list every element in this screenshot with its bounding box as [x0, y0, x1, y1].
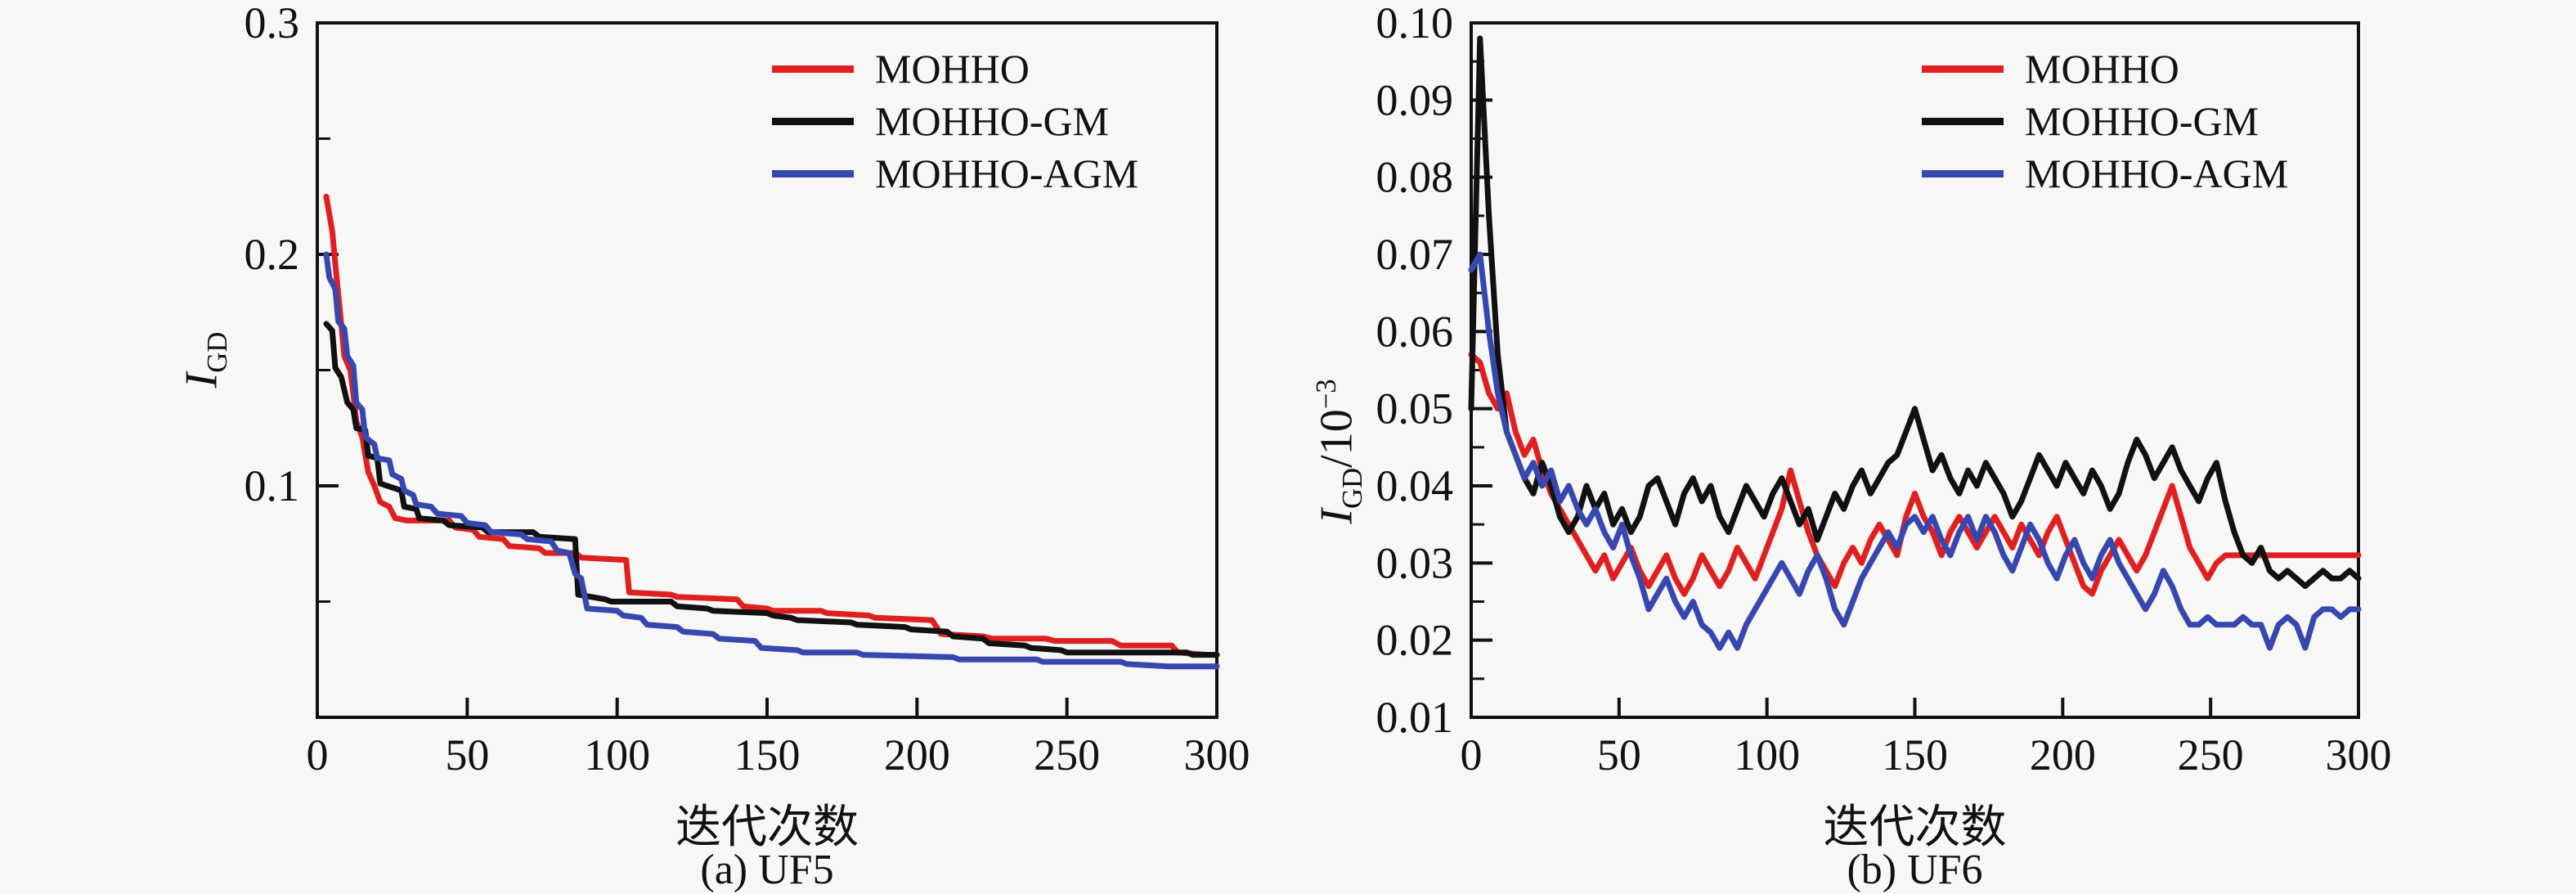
series-line-mohho — [1468, 352, 2362, 597]
series-line-mohho — [323, 193, 1220, 658]
y-tick-label: 0.03 — [1376, 538, 1454, 587]
legend-label: MOHHO-AGM — [2025, 150, 2289, 196]
legend-label: MOHHO-GM — [2025, 98, 2260, 144]
legend-item-mohho: MOHHO — [1922, 43, 2288, 95]
y-tick-label: 0.01 — [1376, 693, 1454, 742]
legend-label: MOHHO-GM — [875, 98, 1110, 144]
y-tick-label: 0.04 — [1376, 461, 1454, 510]
ylabel-subscript: GD — [200, 331, 233, 373]
y-axis-label-uf5: IGD — [175, 332, 234, 389]
x-tick-label: 0 — [1461, 730, 1483, 779]
legend-line-swatch-blue — [772, 169, 854, 177]
y-tick-label: 0.10 — [1376, 0, 1454, 47]
x-tick-label: 150 — [734, 730, 801, 779]
x-tick-label: 250 — [1034, 730, 1100, 779]
legend-line-swatch-black — [772, 117, 854, 125]
x-tick-label: 100 — [1734, 730, 1800, 779]
ylabel-symbol: I — [1311, 509, 1362, 524]
x-tick-label: 300 — [2326, 730, 2392, 779]
y-axis-label-uf6: IGD/10−3 — [1310, 379, 1369, 523]
legend-item-mohho-gm: MOHHO-GM — [1922, 95, 2288, 147]
series-line-mohho-agm — [1468, 251, 2362, 651]
ylabel-symbol: I — [176, 372, 227, 389]
y-tick-label: 0.09 — [1376, 75, 1454, 124]
legend-label: MOHHO — [2025, 46, 2179, 92]
x-tick-label: 150 — [1882, 730, 1948, 779]
legend-item-mohho-agm: MOHHO-AGM — [1922, 147, 2288, 200]
caption-uf5: (a) UF5 — [700, 847, 834, 893]
series-line-mohho-gm — [323, 321, 1220, 658]
x-tick-label: 100 — [584, 730, 650, 779]
y-tick-label: 0.2 — [245, 230, 300, 279]
legend-line-swatch-red — [772, 65, 854, 73]
legend-uf6: MOHHO MOHHO-GM MOHHO-AGM — [1922, 43, 2288, 200]
y-tick-label: 0.02 — [1376, 616, 1454, 665]
x-tick-label: 200 — [884, 730, 950, 779]
legend-item-mohho: MOHHO — [772, 43, 1138, 95]
legend-label: MOHHO — [875, 46, 1030, 92]
legend-line-swatch-blue — [1922, 169, 2004, 177]
y-tick-label: 0.1 — [245, 461, 300, 510]
series-line-mohho-agm — [323, 251, 1220, 670]
ylabel-superscript: −3 — [1310, 379, 1343, 410]
legend-uf5: MOHHO MOHHO-GM MOHHO-AGM — [772, 43, 1138, 200]
x-axis-label-uf5: 迭代次数 — [675, 802, 859, 853]
x-tick-label: 250 — [2178, 730, 2244, 779]
caption-uf6: (b) UF6 — [1847, 847, 1983, 893]
y-tick-label: 0.05 — [1376, 384, 1454, 434]
legend-line-swatch-black — [1922, 117, 2004, 125]
ylabel-subscript: GD — [1335, 467, 1368, 510]
y-tick-label: 0.3 — [245, 0, 300, 47]
y-tick-label: 0.06 — [1376, 307, 1454, 356]
x-tick-label: 50 — [1597, 730, 1641, 779]
y-tick-label: 0.07 — [1376, 230, 1454, 279]
legend-item-mohho-gm: MOHHO-GM — [772, 95, 1138, 147]
x-tick-label: 0 — [307, 730, 329, 779]
x-tick-label: 50 — [445, 730, 489, 779]
series-line-mohho-gm — [1468, 35, 2362, 590]
legend-label: MOHHO-AGM — [875, 150, 1139, 196]
x-tick-label: 200 — [2030, 730, 2096, 779]
plot-box — [316, 21, 1218, 719]
y-tick-label: 0.08 — [1376, 153, 1454, 202]
x-axis-label-uf6: 迭代次数 — [1823, 802, 2007, 853]
legend-item-mohho-agm: MOHHO-AGM — [772, 147, 1138, 200]
x-tick-label: 300 — [1184, 730, 1250, 779]
ylabel-rest: /10 — [1311, 409, 1362, 468]
legend-line-swatch-red — [1922, 65, 2004, 73]
